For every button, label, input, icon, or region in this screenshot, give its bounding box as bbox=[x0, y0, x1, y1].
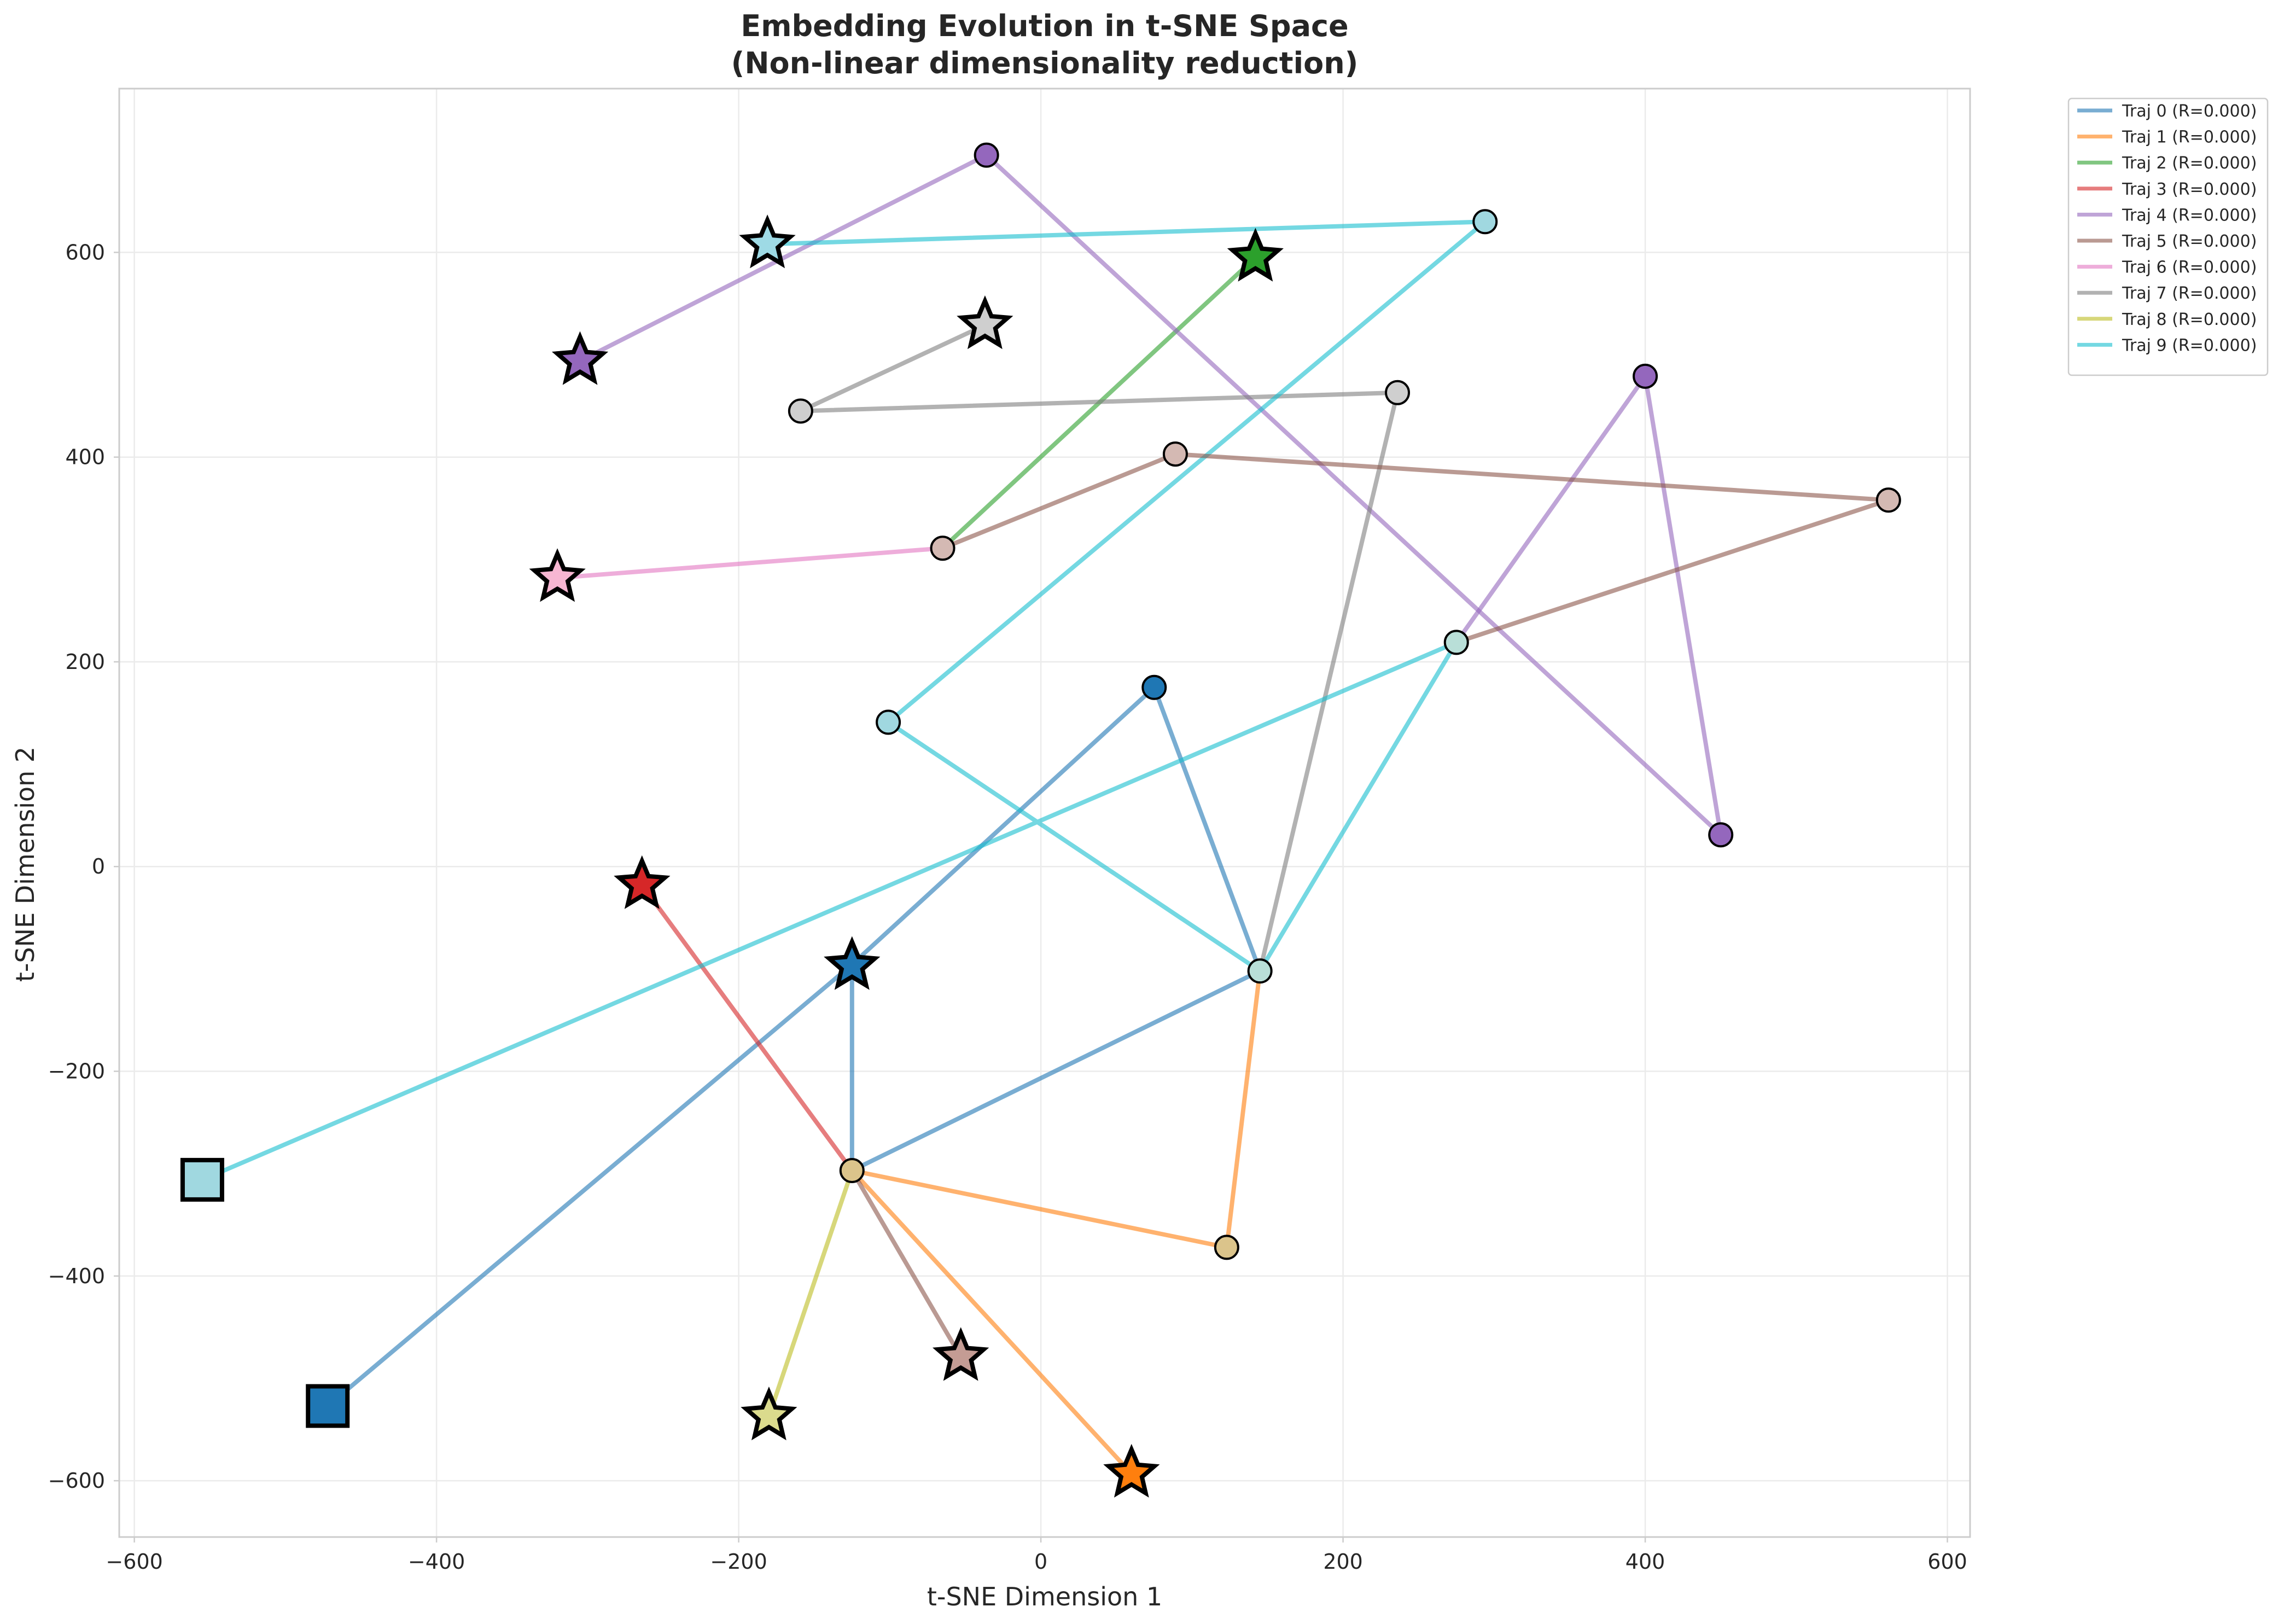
y-axis-ticks: −600 −400 −200 0 200 400 600 bbox=[48, 240, 119, 1493]
trajectory-end-marker bbox=[1227, 228, 1284, 282]
trajectory-point bbox=[1708, 822, 1734, 848]
y-tick-label: −200 bbox=[48, 1060, 105, 1084]
trajectory-point bbox=[974, 142, 999, 168]
legend-entry-label: Traj 1 (R=0.000) bbox=[2122, 128, 2257, 147]
chart-title: Embedding Evolution in t-SNE Space bbox=[741, 9, 1348, 43]
y-tick-label: 200 bbox=[65, 650, 105, 674]
legend-entry-label: Traj 8 (R=0.000) bbox=[2122, 310, 2257, 329]
trajectory-point bbox=[1214, 1235, 1239, 1260]
trajectory-point bbox=[788, 398, 813, 424]
legend-entry-label: Traj 5 (R=0.000) bbox=[2122, 232, 2257, 251]
y-axis-label: t-SNE Dimension 2 bbox=[10, 747, 40, 982]
plot-area bbox=[118, 88, 1971, 1538]
legend-entry-label: Traj 0 (R=0.000) bbox=[2122, 102, 2257, 121]
x-axis-ticks: −600 −400 −200 0 200 400 600 bbox=[106, 1537, 1967, 1574]
x-tick-label: 600 bbox=[1927, 1550, 1967, 1574]
trajectory-start-marker bbox=[306, 1384, 350, 1428]
y-tick-label: −600 bbox=[48, 1469, 105, 1493]
trajectory-point bbox=[1875, 487, 1901, 513]
trajectory-line-3 bbox=[639, 882, 854, 1173]
legend-box bbox=[2067, 97, 2269, 376]
legend: Traj 0 (R=0.000) Traj 1 (R=0.000) Traj 2 (… bbox=[2067, 97, 2269, 376]
trajectory-start-marker bbox=[180, 1157, 224, 1202]
trajectory-point bbox=[1443, 630, 1469, 655]
trajectory-end-marker bbox=[529, 548, 586, 602]
trajectory-end-marker bbox=[1103, 1443, 1160, 1498]
y-tick-label: 400 bbox=[65, 445, 105, 469]
x-tick-label: 0 bbox=[1034, 1550, 1047, 1574]
trajectory-end-marker bbox=[824, 936, 881, 990]
trajectory-line-1 bbox=[849, 969, 1262, 1476]
legend-entry-label: Traj 4 (R=0.000) bbox=[2122, 206, 2257, 225]
x-tick-label: 200 bbox=[1323, 1550, 1363, 1574]
trajectory-point bbox=[876, 709, 901, 735]
trajectory-line-6 bbox=[555, 546, 945, 580]
trajectory-point bbox=[1385, 380, 1411, 405]
x-axis-label: t-SNE Dimension 1 bbox=[927, 1582, 1162, 1611]
legend-entry-label: Traj 3 (R=0.000) bbox=[2122, 180, 2257, 199]
trajectory-end-marker bbox=[739, 214, 796, 269]
trajectory-end-marker bbox=[614, 855, 671, 909]
trajectory-line-5 bbox=[849, 1168, 963, 1359]
trajectory-markers bbox=[180, 142, 1901, 1498]
trajectory-segment-1 bbox=[940, 452, 1891, 645]
trajectory-point bbox=[1162, 441, 1188, 467]
legend-entry-label: Traj 9 (R=0.000) bbox=[2122, 336, 2257, 355]
axes-background bbox=[119, 89, 1970, 1537]
trajectory-point bbox=[1472, 209, 1498, 235]
trajectory-end-marker bbox=[551, 331, 609, 385]
trajectory-point bbox=[1633, 363, 1658, 389]
trajectory-end-marker bbox=[932, 1327, 989, 1381]
trajectory-line-7 bbox=[798, 323, 1400, 974]
axes-frame bbox=[118, 88, 1971, 1538]
grid-lines bbox=[119, 89, 1970, 1537]
legend-entry-label: Traj 7 (R=0.000) bbox=[2122, 284, 2257, 303]
x-tick-label: −200 bbox=[710, 1550, 767, 1574]
y-tick-label: 0 bbox=[92, 854, 105, 878]
y-tick-label: 600 bbox=[65, 240, 105, 264]
trajectory-point bbox=[1247, 958, 1273, 984]
x-tick-label: −400 bbox=[408, 1550, 465, 1574]
trajectory-point bbox=[930, 535, 955, 561]
chart-subtitle: (Non-linear dimensionality reduction) bbox=[731, 46, 1359, 80]
trajectory-line-8 bbox=[766, 1168, 854, 1419]
y-tick-label: −400 bbox=[48, 1264, 105, 1288]
x-tick-label: 400 bbox=[1625, 1550, 1665, 1574]
x-tick-label: −600 bbox=[106, 1550, 162, 1574]
trajectory-line-9 bbox=[200, 219, 1488, 1182]
trajectory-end-marker bbox=[957, 295, 1013, 350]
legend-entry-label: Traj 2 (R=0.000) bbox=[2122, 154, 2257, 173]
trajectory-point bbox=[839, 1158, 865, 1184]
trajectory-point bbox=[1141, 674, 1167, 700]
trajectory-end-marker bbox=[741, 1386, 797, 1441]
legend-entry-label: Traj 6 (R=0.000) bbox=[2122, 258, 2257, 277]
trajectory-line-0 bbox=[325, 685, 1262, 1408]
